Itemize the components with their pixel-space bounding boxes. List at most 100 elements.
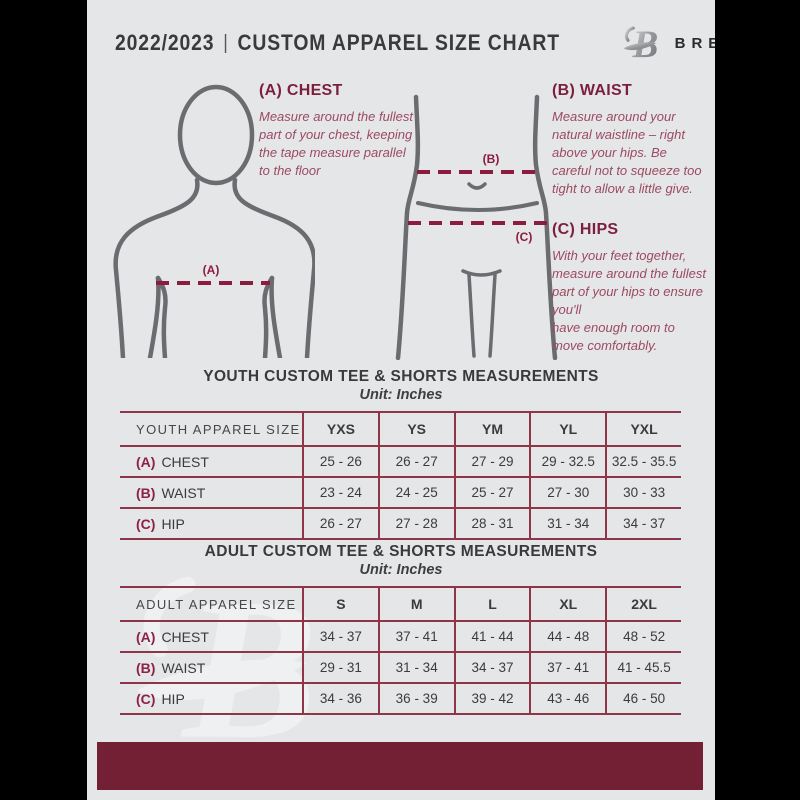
adult-chest-row: (A) CHEST 34 - 37 37 - 41 41 - 44 44 - 4… [120, 620, 681, 651]
youth-waist-row: (B) WAIST 23 - 24 24 - 25 25 - 27 27 - 3… [120, 476, 681, 507]
table-cell: 44 - 48 [529, 622, 605, 651]
table-cell: 48 - 52 [605, 622, 681, 651]
waist-hips-measure-figure: (B) (C) [395, 94, 558, 360]
size-chart-poster: 2022/2023 | CUSTOM APPAREL SIZE CHART B … [87, 0, 715, 800]
youth-col-header: YM [453, 413, 530, 445]
table-cell: 34 - 37 [605, 509, 681, 538]
table-cell: 27 - 28 [377, 509, 454, 538]
figure-hips-label: (C) [516, 230, 533, 244]
row-label-text: WAIST [161, 659, 206, 676]
row-label-text: HIP [161, 690, 185, 707]
row-label-text: CHEST [161, 453, 209, 470]
table-cell: 34 - 37 [453, 653, 530, 682]
table-cell: 23 - 24 [302, 478, 378, 507]
chest-guide-title: (A) CHEST [259, 82, 343, 99]
figure-chest-label: (A) [203, 263, 220, 277]
youth-table-header-row: YOUTH APPAREL SIZE YXS YS YM YL YXL [120, 411, 681, 445]
row-prefix: (A) [136, 628, 156, 645]
adult-waist-row: (B) WAIST 29 - 31 31 - 34 34 - 37 37 - 4… [120, 651, 681, 682]
figure-navel [467, 182, 487, 190]
table-cell: 24 - 25 [377, 478, 454, 507]
row-label: (B) WAIST [120, 478, 302, 507]
row-label: (A) CHEST [120, 622, 302, 651]
breakaway-watermark-icon: B [136, 557, 318, 778]
chest-measure-figure: (A) [113, 84, 315, 358]
table-cell: 36 - 39 [377, 684, 454, 713]
brand-name: BREAKAWAY [674, 34, 715, 52]
table-cell: 26 - 27 [302, 509, 378, 538]
youth-col-header: YXL [605, 413, 681, 445]
hips-guide-text: With your feet together, measure around … [552, 248, 706, 353]
adult-unit-label: Unit: Inches [359, 562, 443, 578]
adult-col-header: 2XL [605, 588, 681, 620]
table-cell: 34 - 36 [302, 684, 378, 713]
table-cell: 27 - 29 [453, 447, 530, 476]
table-cell: 29 - 32.5 [529, 447, 605, 476]
table-cell: 29 - 31 [302, 653, 378, 682]
youth-hip-row: (C) HIP 26 - 27 27 - 28 28 - 31 31 - 34 … [120, 507, 681, 540]
breakaway-logo-icon: B [623, 23, 658, 65]
adult-col-header: M [377, 588, 454, 620]
adult-table-header-row: ADULT APPAREL SIZE S M L XL 2XL [120, 586, 681, 620]
adult-col-header: S [302, 588, 378, 620]
table-cell: 31 - 34 [377, 653, 454, 682]
row-prefix: (B) [136, 484, 156, 501]
row-label: (C) HIP [120, 684, 302, 713]
chest-guide: (A) CHEST Measure around the fullest par… [259, 82, 417, 180]
table-cell: 34 - 37 [302, 622, 378, 651]
chest-guide-text: Measure around the fullest part of your … [259, 109, 413, 178]
brand-lockup: B BREAKAWAY [621, 21, 715, 65]
table-cell: 46 - 50 [605, 684, 681, 713]
season-label: 2022/2023 [115, 30, 215, 55]
table-cell: 25 - 27 [453, 478, 530, 507]
row-prefix: (C) [136, 690, 156, 707]
row-prefix: (C) [136, 515, 156, 532]
adult-col-header: XL [529, 588, 605, 620]
table-cell: 31 - 34 [529, 509, 605, 538]
adult-section-title: ADULT CUSTOM TEE & SHORTS MEASUREMENTS [204, 543, 598, 560]
row-label: (A) CHEST [120, 447, 302, 476]
youth-size-table: YOUTH APPAREL SIZE YXS YS YM YL YXL (A) … [120, 411, 681, 540]
adult-col-header: L [453, 588, 530, 620]
youth-col-header: YS [377, 413, 454, 445]
table-cell: 37 - 41 [377, 622, 454, 651]
figure-head [177, 84, 255, 186]
row-label: (B) WAIST [120, 653, 302, 682]
youth-col-header: YL [529, 413, 605, 445]
header: 2022/2023 | CUSTOM APPAREL SIZE CHART B … [115, 22, 715, 65]
table-cell: 41 - 44 [453, 622, 530, 651]
youth-col-header: YOUTH APPAREL SIZE [136, 421, 301, 437]
row-label-text: CHEST [161, 628, 209, 645]
waist-guide: (B) WAIST Measure around your natural wa… [552, 82, 704, 198]
page-title-text: CUSTOM APPAREL SIZE CHART [237, 30, 560, 55]
table-cell: 25 - 26 [302, 447, 378, 476]
hips-guide-title: (C) HIPS [552, 221, 619, 238]
youth-chest-row: (A) CHEST 25 - 26 26 - 27 27 - 29 29 - 3… [120, 445, 681, 476]
youth-unit-label: Unit: Inches [359, 387, 443, 403]
row-label-text: WAIST [161, 484, 206, 501]
adult-hip-row: (C) HIP 34 - 36 36 - 39 39 - 42 43 - 46 … [120, 682, 681, 715]
page-title: 2022/2023 | CUSTOM APPAREL SIZE CHART [115, 30, 560, 56]
figure-waist-label: (B) [483, 152, 500, 166]
adult-size-table: ADULT APPAREL SIZE S M L XL 2XL (A) CHES… [120, 586, 681, 715]
youth-section-title: YOUTH CUSTOM TEE & SHORTS MEASUREMENTS [203, 368, 599, 385]
table-cell: 30 - 33 [605, 478, 681, 507]
table-cell: 41 - 45.5 [605, 653, 681, 682]
waist-guide-title: (B) WAIST [552, 82, 633, 99]
table-cell: 26 - 27 [377, 447, 454, 476]
table-cell: 37 - 41 [529, 653, 605, 682]
row-prefix: (A) [136, 453, 156, 470]
table-cell: 28 - 31 [453, 509, 530, 538]
row-label-text: HIP [161, 515, 185, 532]
footer-bar [97, 742, 703, 790]
adult-col-header: ADULT APPAREL SIZE [136, 596, 297, 612]
table-cell: 39 - 42 [453, 684, 530, 713]
waist-guide-text: Measure around your natural waistline – … [552, 109, 702, 196]
table-cell: 43 - 46 [529, 684, 605, 713]
row-prefix: (B) [136, 659, 156, 676]
title-separator: | [223, 31, 229, 54]
table-cell: 27 - 30 [529, 478, 605, 507]
table-cell: 32.5 - 35.5 [605, 447, 681, 476]
youth-col-header: YXS [302, 413, 378, 445]
row-label: (C) HIP [120, 509, 302, 538]
